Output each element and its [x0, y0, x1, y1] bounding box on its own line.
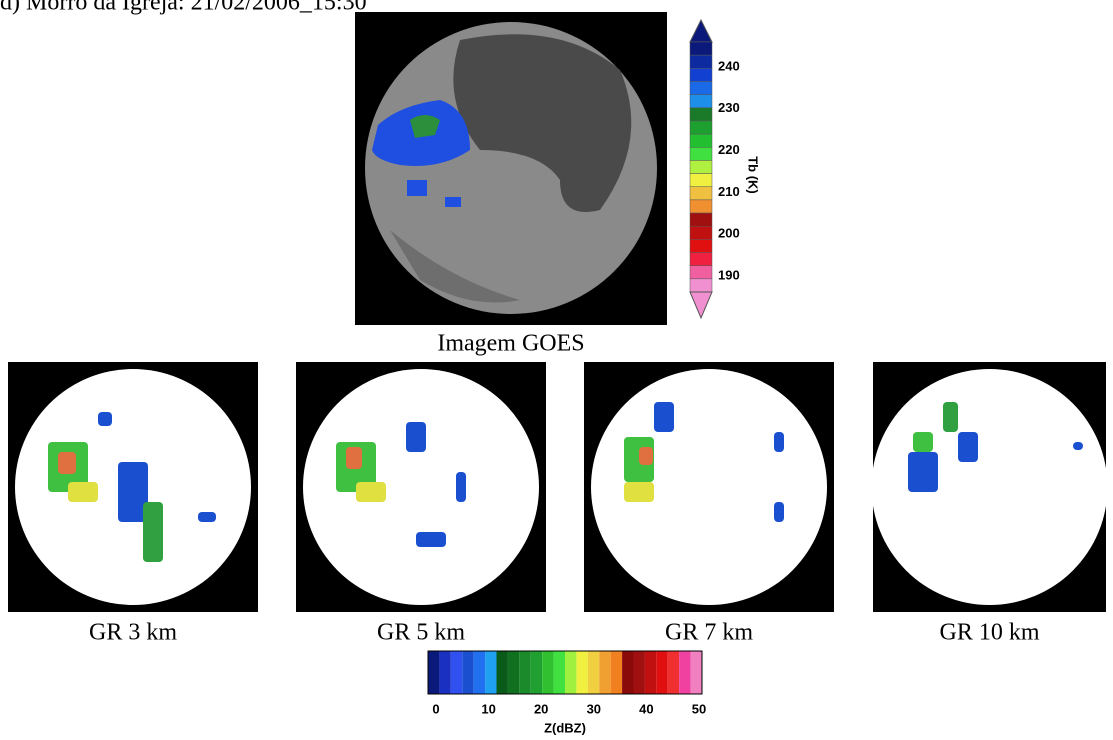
echo	[913, 432, 933, 452]
echo	[774, 432, 784, 452]
goes-caption: Imagem GOES	[437, 331, 584, 357]
colorbar-cell	[679, 651, 690, 694]
echo	[68, 482, 98, 502]
colorbar-cell	[690, 108, 712, 121]
colorbar-cell	[690, 226, 712, 239]
colorbar-cell	[690, 187, 712, 200]
colorbar-cell	[690, 253, 712, 266]
colorbar-cell	[554, 651, 565, 694]
colorbar-cell	[690, 81, 712, 94]
tb-tick-label: 240	[718, 58, 740, 73]
colorbar-cell	[622, 651, 633, 694]
echo	[58, 452, 76, 474]
dbz-tick-label: 10	[481, 701, 495, 716]
colorbar-cell	[690, 134, 712, 147]
tb-tick-label: 210	[718, 184, 740, 199]
echo	[346, 447, 362, 469]
colorbar-cell	[690, 95, 712, 108]
colorbar-cell	[690, 42, 712, 55]
tb-colorbar-label: Tb (K)	[746, 156, 761, 194]
echo	[624, 482, 654, 502]
colorbar-cell	[439, 651, 450, 694]
panel-caption: GR 10 km	[939, 620, 1039, 646]
echo	[406, 422, 426, 452]
goes-image	[355, 12, 667, 325]
colorbar-cell	[508, 651, 519, 694]
echo	[98, 412, 112, 426]
dbz-colorbar-label: Z(dBZ)	[544, 720, 586, 735]
colorbar-cell	[690, 121, 712, 134]
radar-panel: GR 5 km	[296, 362, 546, 646]
colorbar-cell	[451, 651, 462, 694]
echo	[198, 512, 216, 522]
colorbar-cell	[565, 651, 576, 694]
colorbar-cell	[474, 651, 485, 694]
echo	[908, 452, 938, 492]
echo	[774, 502, 784, 522]
colorbar-cell	[690, 68, 712, 81]
echo	[958, 432, 978, 462]
figure-canvas: d) Morro da Igreja: 21/02/2006_15:30 240…	[0, 0, 1113, 740]
colorbar-cell	[531, 651, 542, 694]
dbz-tick-label: 50	[692, 701, 706, 716]
dbz-tick-label: 30	[587, 701, 601, 716]
colorbar-cell	[588, 651, 599, 694]
colorbar-cell	[690, 147, 712, 160]
echo	[654, 402, 674, 432]
colorbar-cell	[497, 651, 508, 694]
colorbar-cell	[611, 651, 622, 694]
dbz-tick-label: 0	[432, 701, 439, 716]
colorbar-cell	[428, 651, 439, 694]
echo	[416, 532, 446, 547]
colorbar-cell	[690, 213, 712, 226]
colorbar-cell	[690, 239, 712, 252]
echo	[456, 472, 466, 502]
panel-caption: GR 7 km	[665, 620, 753, 646]
radar-panel: GR 7 km	[584, 362, 834, 646]
colorbar-cell	[656, 651, 667, 694]
colorbar-cell	[576, 651, 587, 694]
figure-title: d) Morro da Igreja: 21/02/2006_15:30	[0, 0, 367, 16]
echo	[943, 402, 958, 432]
echo	[356, 482, 386, 502]
echo	[1073, 442, 1083, 450]
colorbar-cell	[599, 651, 610, 694]
panel-caption: GR 3 km	[89, 620, 177, 646]
colorbar-cell	[634, 651, 645, 694]
radar-disc	[872, 369, 1108, 605]
colorbar-cell	[542, 651, 553, 694]
tb-tick-label: 190	[718, 267, 740, 282]
tb-tick-label: 200	[718, 226, 740, 241]
radar-panel: GR 10 km	[872, 362, 1108, 646]
colorbar-cell	[690, 200, 712, 213]
colorbar-cap	[690, 20, 712, 42]
echo	[143, 502, 163, 562]
colorbar-cell	[690, 160, 712, 173]
colorbar-cell	[485, 651, 496, 694]
colorbar-cell	[691, 651, 702, 694]
colorbar-cell	[668, 651, 679, 694]
dbz-tick-label: 20	[534, 701, 548, 716]
tb-tick-label: 220	[718, 142, 740, 157]
colorbar-cap	[690, 292, 712, 318]
echo	[639, 447, 653, 465]
colorbar-cell	[645, 651, 656, 694]
figure: d) Morro da Igreja: 21/02/2006_15:30 240…	[0, 0, 1113, 740]
colorbar-cell	[519, 651, 530, 694]
tb-colorbar	[690, 20, 712, 318]
colorbar-cell	[690, 55, 712, 68]
radar-panel: GR 3 km	[8, 362, 258, 646]
panel-caption: GR 5 km	[377, 620, 465, 646]
tb-tick-label: 230	[718, 100, 740, 115]
colorbar-cell	[690, 174, 712, 187]
dbz-tick-label: 40	[639, 701, 653, 716]
colorbar-cell	[690, 279, 712, 292]
colorbar-cell	[690, 266, 712, 279]
colorbar-cell	[462, 651, 473, 694]
dbz-colorbar	[428, 651, 702, 694]
